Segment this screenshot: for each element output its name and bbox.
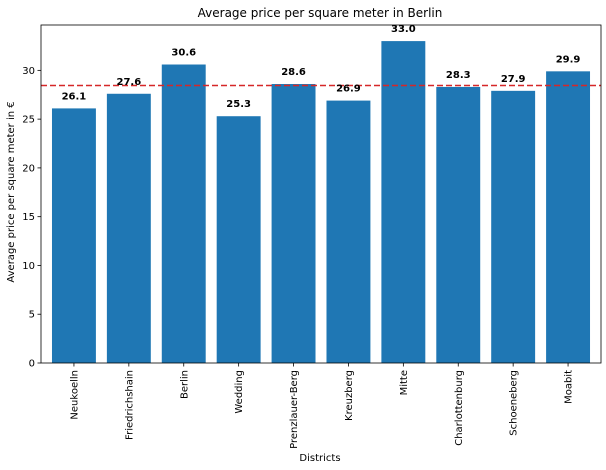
bar [161, 64, 206, 363]
y-tick-label: 10 [22, 261, 35, 272]
data-label: 28.6 [281, 67, 306, 78]
bar [106, 93, 151, 364]
data-label: 29.9 [556, 54, 581, 65]
x-tick-label: Berlin [179, 370, 190, 399]
y-axis-title: Average price per square meter in € [6, 101, 17, 282]
bar [546, 71, 591, 363]
x-tick-label: Wedding [234, 370, 245, 414]
x-tick-label: Mitte [399, 370, 410, 395]
x-tick-label: Kreuzberg [344, 370, 355, 421]
bar [271, 84, 316, 364]
bar [381, 41, 426, 363]
x-tick-label: Friedrichshain [124, 370, 135, 440]
y-tick-label: 5 [29, 310, 35, 321]
y-tick-label: 20 [22, 163, 35, 174]
data-label: 26.1 [62, 91, 87, 102]
bar [216, 116, 261, 364]
bar [491, 90, 536, 363]
y-tick-label: 15 [22, 212, 35, 223]
data-label: 25.3 [226, 99, 251, 110]
bar [436, 86, 481, 363]
x-tick-label: Neukoelln [69, 370, 80, 420]
x-tick-label: Schoeneberg [509, 370, 520, 436]
data-label: 26.9 [336, 84, 361, 95]
data-label: 27.6 [116, 77, 141, 88]
chart-title: Average price per square meter in Berlin [198, 6, 443, 20]
bar [51, 108, 96, 364]
plot-area: 26.1 27.6 30.6 25.3 28.6 26.9 33.0 28.3 27.9 29.9… [22, 24, 602, 449]
plot-frame [40, 24, 602, 364]
y-tick-label: 30 [22, 66, 35, 77]
y-tick-label: 0 [29, 359, 35, 370]
y-tick-label: 25 [22, 115, 35, 126]
x-axis-title: Districts [299, 453, 340, 464]
x-tick-label: Charlottenburg [454, 370, 465, 446]
data-label: 30.6 [171, 48, 196, 59]
x-tick-label: Moabit [564, 370, 575, 404]
bar [326, 100, 371, 363]
data-label: 28.3 [446, 70, 471, 81]
x-tick-label: Prenzlauer-Berg [289, 370, 300, 449]
data-label: 27.9 [501, 74, 526, 85]
data-label: 33.0 [391, 24, 416, 35]
